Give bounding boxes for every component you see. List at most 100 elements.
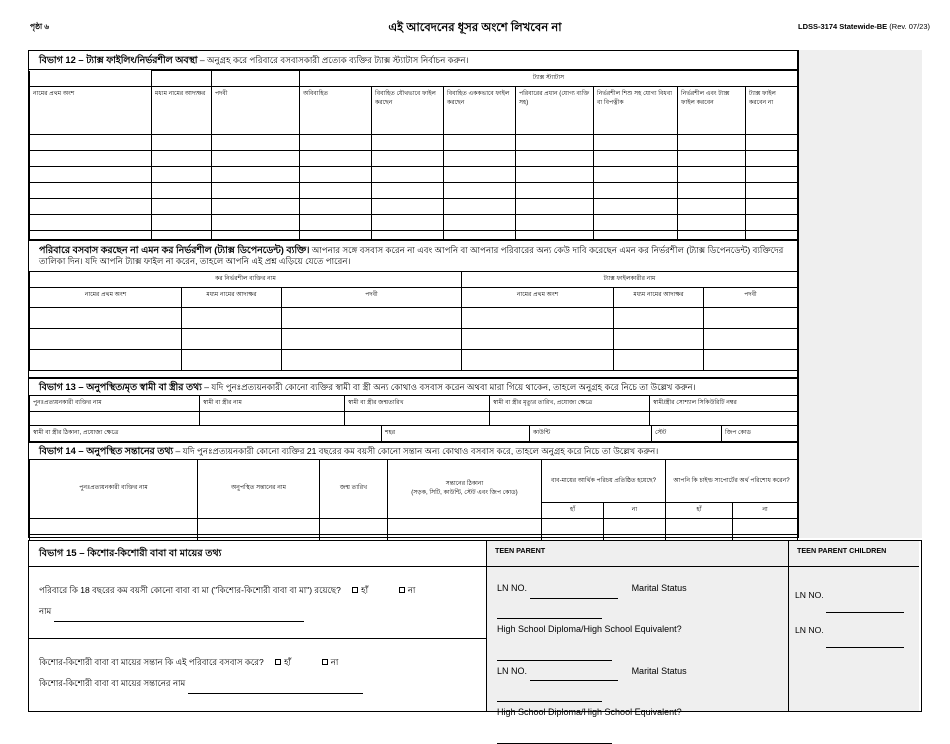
table-row[interactable] bbox=[29, 150, 799, 168]
cell[interactable] bbox=[181, 307, 282, 330]
question-2-yes-checkbox[interactable] bbox=[275, 659, 282, 666]
cell[interactable] bbox=[703, 349, 798, 372]
cell[interactable] bbox=[613, 307, 704, 330]
cell[interactable] bbox=[665, 517, 734, 535]
cell[interactable] bbox=[387, 517, 542, 535]
cell[interactable] bbox=[461, 307, 614, 330]
ln-no-input-1[interactable] bbox=[529, 588, 618, 599]
table-row[interactable] bbox=[29, 182, 799, 200]
cell[interactable] bbox=[744, 182, 799, 200]
table-row[interactable] bbox=[29, 134, 799, 152]
cell[interactable] bbox=[744, 166, 799, 184]
cell[interactable] bbox=[515, 214, 594, 232]
cell[interactable] bbox=[211, 150, 300, 168]
cell[interactable] bbox=[461, 349, 614, 372]
cell[interactable] bbox=[443, 166, 516, 184]
cell[interactable] bbox=[443, 198, 516, 216]
cell[interactable] bbox=[489, 411, 650, 427]
cell[interactable] bbox=[151, 166, 212, 184]
table-row[interactable] bbox=[29, 307, 798, 330]
child-ln-no-input-2[interactable] bbox=[826, 637, 905, 649]
ln-no-input-2[interactable] bbox=[529, 670, 618, 682]
cell[interactable] bbox=[515, 166, 594, 184]
cell[interactable] bbox=[344, 411, 490, 427]
cell[interactable] bbox=[281, 307, 462, 330]
cell[interactable] bbox=[732, 517, 799, 535]
cell[interactable] bbox=[29, 166, 152, 184]
cell[interactable] bbox=[299, 166, 372, 184]
cell[interactable] bbox=[371, 166, 444, 184]
cell[interactable] bbox=[29, 182, 152, 200]
table-row[interactable] bbox=[29, 517, 799, 535]
hs-diploma-input-1[interactable] bbox=[497, 650, 612, 661]
cell[interactable] bbox=[211, 198, 300, 216]
marital-status-input-2[interactable] bbox=[497, 691, 602, 703]
cell[interactable] bbox=[677, 182, 746, 200]
cell[interactable] bbox=[29, 328, 182, 351]
cell[interactable] bbox=[371, 150, 444, 168]
question-1-yes-checkbox[interactable] bbox=[352, 587, 359, 594]
cell[interactable] bbox=[29, 198, 152, 216]
cell[interactable] bbox=[151, 198, 212, 216]
question-2-child-name-input[interactable] bbox=[187, 683, 363, 694]
cell[interactable] bbox=[197, 517, 320, 535]
table-row[interactable] bbox=[29, 349, 798, 372]
cell[interactable] bbox=[541, 517, 604, 535]
cell[interactable] bbox=[299, 150, 372, 168]
cell[interactable] bbox=[371, 214, 444, 232]
cell[interactable] bbox=[29, 214, 152, 232]
cell[interactable] bbox=[602, 517, 667, 535]
cell[interactable] bbox=[211, 166, 300, 184]
cell[interactable] bbox=[199, 411, 345, 427]
cell[interactable] bbox=[677, 198, 746, 216]
cell[interactable] bbox=[211, 182, 300, 200]
cell[interactable] bbox=[181, 328, 282, 351]
cell[interactable] bbox=[593, 214, 678, 232]
cell[interactable] bbox=[593, 198, 678, 216]
cell[interactable] bbox=[744, 198, 799, 216]
cell[interactable] bbox=[443, 134, 516, 152]
cell[interactable] bbox=[443, 182, 516, 200]
table-row[interactable] bbox=[29, 328, 798, 351]
cell[interactable] bbox=[593, 134, 678, 152]
cell[interactable] bbox=[29, 134, 152, 152]
question-1-no-checkbox[interactable] bbox=[398, 587, 405, 594]
cell[interactable] bbox=[515, 134, 594, 152]
cell[interactable] bbox=[443, 214, 516, 232]
cell[interactable] bbox=[299, 198, 372, 216]
cell[interactable] bbox=[443, 150, 516, 168]
cell[interactable] bbox=[677, 166, 746, 184]
cell[interactable] bbox=[649, 411, 798, 427]
cell[interactable] bbox=[744, 214, 799, 232]
child-ln-no-input-1[interactable] bbox=[826, 602, 905, 614]
cell[interactable] bbox=[371, 198, 444, 216]
table-row[interactable] bbox=[29, 411, 798, 427]
cell[interactable] bbox=[515, 198, 594, 216]
cell[interactable] bbox=[29, 517, 198, 535]
cell[interactable] bbox=[281, 328, 462, 351]
cell[interactable] bbox=[29, 349, 182, 372]
cell[interactable] bbox=[593, 166, 678, 184]
cell[interactable] bbox=[515, 150, 594, 168]
cell[interactable] bbox=[29, 150, 152, 168]
cell[interactable] bbox=[211, 134, 300, 152]
hs-diploma-input-2[interactable] bbox=[497, 733, 612, 744]
cell[interactable] bbox=[299, 134, 372, 152]
marital-status-input-1[interactable] bbox=[497, 608, 602, 620]
cell[interactable] bbox=[371, 134, 444, 152]
cell[interactable] bbox=[299, 214, 372, 232]
cell[interactable] bbox=[151, 182, 212, 200]
cell[interactable] bbox=[593, 150, 678, 168]
cell[interactable] bbox=[677, 134, 746, 152]
cell[interactable] bbox=[151, 214, 212, 232]
cell[interactable] bbox=[29, 307, 182, 330]
cell[interactable] bbox=[151, 150, 212, 168]
cell[interactable] bbox=[515, 182, 594, 200]
cell[interactable] bbox=[461, 328, 614, 351]
cell[interactable] bbox=[181, 349, 282, 372]
cell[interactable] bbox=[744, 150, 799, 168]
cell[interactable] bbox=[371, 182, 444, 200]
cell[interactable] bbox=[319, 517, 388, 535]
cell[interactable] bbox=[677, 214, 746, 232]
cell[interactable] bbox=[613, 349, 704, 372]
